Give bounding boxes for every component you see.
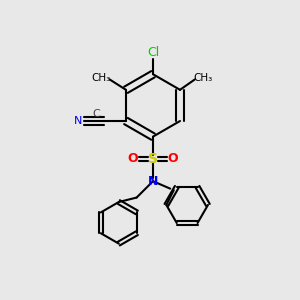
Text: Cl: Cl (147, 46, 159, 59)
Text: CH₃: CH₃ (92, 73, 111, 83)
Text: N: N (148, 175, 158, 188)
Text: N: N (74, 116, 82, 126)
Text: O: O (168, 152, 178, 165)
Text: O: O (128, 152, 138, 165)
Text: C: C (92, 109, 100, 118)
Text: S: S (148, 152, 158, 166)
Text: CH₃: CH₃ (194, 73, 213, 83)
